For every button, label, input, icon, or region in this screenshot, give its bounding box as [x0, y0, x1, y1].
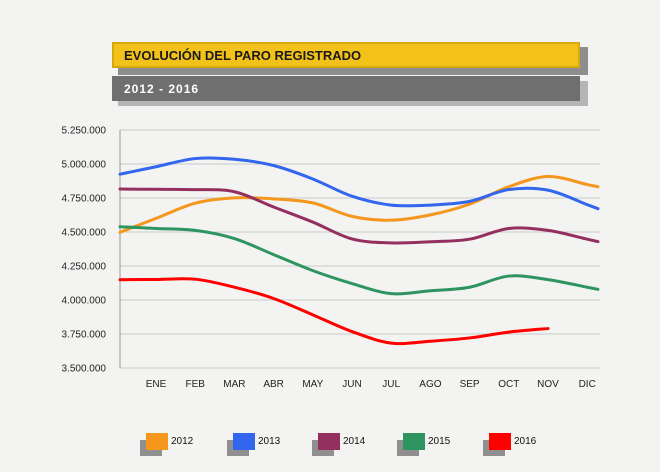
series-line-2013 [118, 156, 600, 211]
legend-swatch-2014 [318, 433, 340, 450]
chart-grid [120, 129, 600, 369]
y-tick-label: 4.000.000 [62, 296, 107, 307]
x-tick-label: JUN [342, 379, 361, 390]
x-tick-label: SEP [460, 379, 480, 390]
y-tick-label: 4.250.000 [62, 262, 107, 273]
legend-label-2012: 2012 [171, 436, 194, 447]
x-tick-label: AGO [419, 379, 441, 390]
y-tick-label: 4.750.000 [62, 194, 107, 205]
y-tick-label: 3.500.000 [62, 364, 107, 375]
x-tick-label: MAR [223, 379, 245, 390]
legend-swatch-2015 [403, 433, 425, 450]
chart-series [118, 156, 600, 346]
chart-subtitle: 2012 - 2016 [112, 76, 580, 101]
legend-swatch-2016 [489, 433, 511, 450]
x-tick-label: MAY [302, 379, 323, 390]
y-tick-label: 5.000.000 [62, 160, 107, 171]
legend-swatch-2013 [233, 433, 255, 450]
chart-legend: 2012 2013 2014 2015 2016 [140, 433, 537, 456]
x-tick-label: JUL [382, 379, 400, 390]
legend-swatch-2012 [146, 433, 168, 450]
series-line-2015 [118, 225, 600, 296]
legend-label-2013: 2013 [258, 436, 281, 447]
x-tick-label: ABR [263, 379, 284, 390]
series-line-2016 [118, 277, 550, 346]
y-tick-label: 3.750.000 [62, 330, 107, 341]
x-tick-label: DIC [579, 379, 596, 390]
y-tick-label: 4.500.000 [62, 228, 107, 239]
legend-label-2015: 2015 [428, 436, 451, 447]
legend-label-2014: 2014 [343, 436, 366, 447]
y-tick-label: 5.250.000 [62, 126, 107, 137]
chart-axes: 3.500.000 3.750.000 4.000.000 4.250.000 4.50… [62, 126, 596, 391]
series-line-2014 [118, 187, 600, 245]
x-tick-label: NOV [537, 379, 559, 390]
x-tick-label: ENE [146, 379, 167, 390]
series-line-2012 [118, 175, 600, 234]
x-tick-label: OCT [498, 379, 519, 390]
legend-label-2016: 2016 [514, 436, 537, 447]
chart-title: EVOLUCIÓN DEL PARO REGISTRADO [112, 42, 580, 68]
x-tick-label: FEB [185, 379, 205, 390]
